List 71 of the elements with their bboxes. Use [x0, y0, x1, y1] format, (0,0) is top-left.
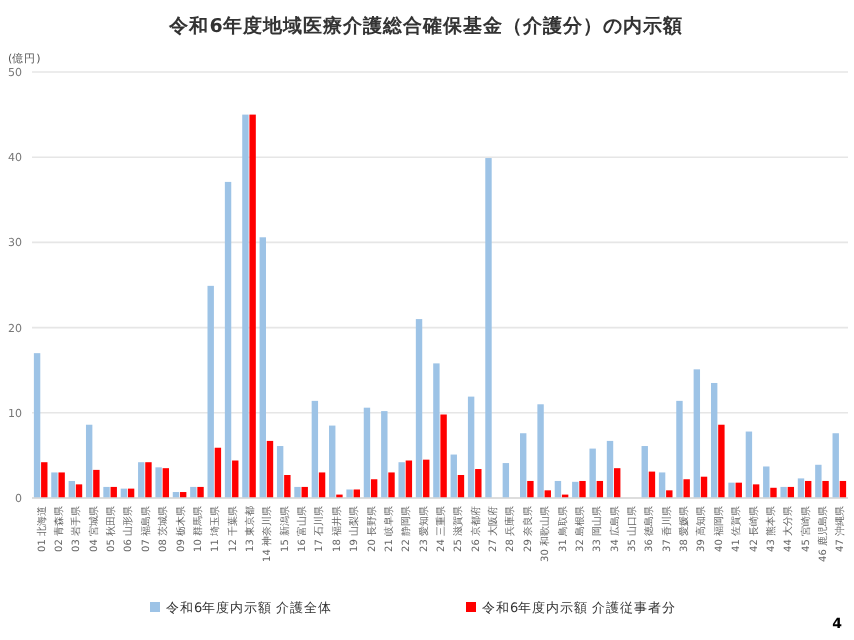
bar: [190, 486, 197, 498]
bar: [214, 447, 222, 498]
bar: [520, 433, 527, 498]
bar: [294, 486, 301, 498]
bar: [259, 237, 266, 498]
bar: [537, 404, 544, 498]
bar: [363, 407, 371, 498]
bar: [381, 411, 388, 498]
bar: [284, 475, 291, 498]
bar: [388, 472, 395, 498]
bar: [780, 486, 787, 498]
bar: [745, 431, 753, 498]
bar: [242, 114, 249, 498]
bar: [33, 353, 41, 498]
bar: [318, 472, 326, 498]
bar: [423, 459, 430, 498]
bar: [606, 440, 614, 498]
bar: [415, 319, 423, 498]
bar: [440, 414, 447, 498]
bar: [666, 490, 673, 498]
bar: [822, 480, 829, 498]
bar: [710, 382, 718, 498]
bar: [58, 472, 65, 498]
bar: [502, 463, 510, 498]
bar: [51, 472, 58, 498]
bar: [370, 479, 378, 498]
bar: [683, 479, 690, 498]
bar: [329, 425, 336, 498]
bar: [475, 469, 482, 498]
bar: [467, 396, 475, 498]
bar: [658, 472, 666, 498]
bar: [75, 484, 83, 498]
bar: [155, 467, 162, 498]
bar: [138, 462, 145, 498]
bar: [224, 181, 232, 498]
bar: [614, 468, 621, 498]
bar: [346, 489, 353, 498]
bar: [693, 369, 701, 498]
bar: [641, 446, 648, 498]
bar: [797, 478, 805, 498]
bar: [815, 464, 822, 498]
bar: [433, 363, 440, 498]
bar: [485, 158, 492, 498]
bar: [770, 487, 777, 498]
chart-title: 令和6年度地域医療介護総合確保基金（介護分）の内示額: [167, 14, 683, 38]
bar: [832, 433, 839, 498]
bar: [579, 480, 586, 498]
bar: [398, 462, 405, 498]
bar: [276, 446, 284, 498]
bar: [752, 484, 760, 498]
bar: [266, 440, 274, 498]
bar: [728, 482, 735, 498]
bar: [457, 475, 465, 498]
bar: [527, 480, 534, 498]
bar: [249, 114, 256, 498]
bar: [41, 462, 48, 498]
bar: [145, 462, 152, 498]
bar: [103, 486, 110, 498]
bar: [93, 469, 100, 498]
bar: [197, 486, 204, 498]
bar: [405, 460, 413, 498]
bar: [718, 424, 725, 498]
bar: [763, 466, 770, 498]
bar: [676, 400, 683, 498]
bar: [85, 424, 93, 498]
bar: [450, 454, 457, 498]
bar: [207, 285, 214, 498]
bar: [232, 460, 239, 498]
bar: [311, 400, 319, 498]
bar: [589, 448, 596, 498]
bar: [162, 468, 170, 498]
